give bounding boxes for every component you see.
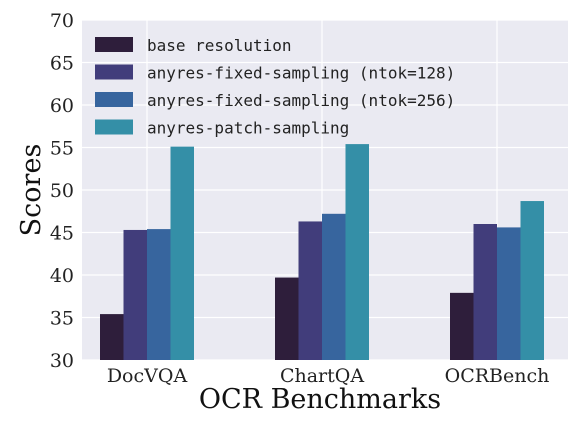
x-tick-label: ChartQA: [280, 365, 364, 387]
y-tick-label: 35: [50, 308, 74, 330]
y-tick-label: 70: [50, 10, 74, 32]
legend: base resolution anyres-fixed-sampling (nt…: [95, 36, 455, 138]
legend-swatch: [95, 92, 133, 107]
x-axis-title: OCR Benchmarks: [199, 384, 441, 415]
y-axis-title: Scores: [16, 144, 47, 237]
y-tick-label: 65: [50, 53, 74, 75]
y-tick-label: 50: [50, 180, 74, 202]
y-tick-label: 30: [50, 350, 74, 372]
bars: [100, 144, 544, 360]
y-tick-label: 45: [50, 223, 74, 245]
x-tick-label: DocVQA: [107, 365, 188, 387]
legend-label: anyres-fixed-sampling (ntok=128): [147, 64, 455, 83]
y-tick-label: 40: [50, 265, 74, 287]
legend-label: anyres-patch-sampling: [147, 119, 349, 138]
legend-swatch: [95, 37, 133, 52]
bar: [147, 229, 171, 360]
bar: [345, 144, 369, 360]
legend-label: anyres-fixed-sampling (ntok=256): [147, 91, 455, 110]
bar: [100, 314, 124, 360]
legend-label: base resolution: [147, 36, 292, 55]
y-tick-labels: 30 35 40 45 50 55 60 65 70: [50, 10, 74, 372]
bar: [497, 227, 521, 360]
bar: [170, 146, 194, 360]
bar: [473, 224, 497, 360]
bar: [123, 229, 147, 360]
y-tick-label: 55: [50, 138, 74, 160]
bar: [450, 292, 474, 360]
bar: [520, 201, 544, 360]
legend-swatch: [95, 64, 133, 80]
y-tick-label: 60: [50, 95, 74, 117]
x-tick-labels: DocVQA ChartQA OCRBench: [107, 365, 550, 387]
x-tick-label: OCRBench: [445, 365, 550, 387]
legend-swatch: [95, 119, 133, 135]
bar: [298, 221, 322, 360]
bar: [322, 213, 346, 360]
bar: [275, 277, 299, 360]
